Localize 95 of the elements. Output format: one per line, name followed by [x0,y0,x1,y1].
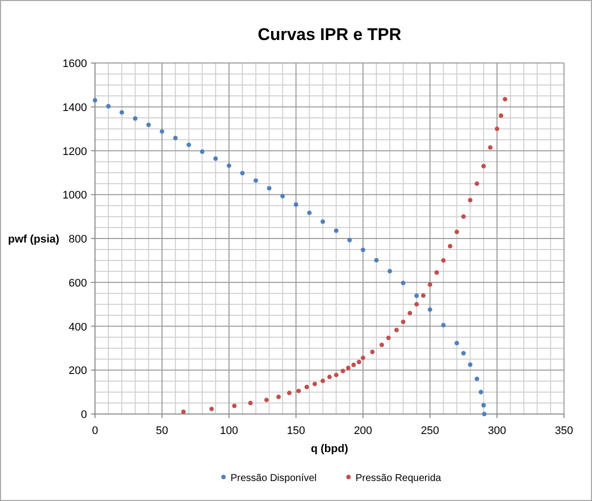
point [347,238,352,242]
point [386,336,391,340]
point [120,110,124,115]
x-axis-title: q (bpd) [310,443,348,455]
point [200,149,204,154]
x-tick-label: 0 [92,425,98,437]
y-tick-label: 1400 [62,102,87,114]
y-tick-label: 1600 [62,58,87,70]
point [498,113,504,118]
point [394,328,399,332]
point [276,394,281,400]
x-tick-label: 350 [554,425,574,437]
point [307,210,312,216]
point [264,398,269,402]
point [340,368,346,374]
point [173,136,178,140]
point [186,142,192,148]
point [468,362,472,367]
point [312,382,318,386]
point [356,360,362,364]
point [421,293,426,298]
x-tick-label: 250 [420,425,440,437]
legend-label: Pressão Disponível [230,473,317,484]
point [388,268,392,274]
point [478,390,484,394]
y-tick-label: 1000 [62,190,87,202]
point [428,282,432,287]
point [132,116,138,121]
point [461,350,466,356]
point [414,302,419,307]
point [468,198,472,202]
point [213,156,218,161]
point [280,194,285,198]
point [380,342,384,348]
y-tick-label: 800 [68,234,87,246]
point [488,145,493,150]
point [428,307,432,312]
point [92,98,98,103]
point [481,164,486,168]
point [374,258,379,262]
point [494,126,500,132]
point [400,280,406,286]
point [474,181,480,186]
point [454,230,460,234]
point [209,406,214,412]
x-tick-label: 300 [488,425,506,437]
x-tick-label: 150 [286,425,306,437]
point [327,374,332,380]
point [320,378,326,384]
point [434,270,439,275]
point [160,129,164,134]
point [334,372,338,378]
chart-title: Curvas IPR e TPR [258,25,402,44]
point [414,294,419,298]
point [254,178,258,183]
point [106,104,111,108]
point [226,163,232,168]
y-tick-label: 600 [68,277,87,290]
point [181,410,186,414]
point [441,258,446,263]
point [266,186,272,191]
point [240,170,245,176]
point [346,366,351,370]
point [232,404,237,408]
point [441,322,446,328]
point [454,340,460,346]
point [474,376,480,382]
legend-label: Pressão Requerida [356,473,442,484]
point [360,248,366,252]
point [334,228,338,233]
point [294,202,298,207]
x-tick-label: 200 [354,425,372,437]
point [248,400,253,406]
x-tick-label: 50 [156,425,168,437]
y-tick-label: 200 [68,365,87,378]
point [400,320,406,324]
point [370,350,375,354]
point [146,122,151,128]
point [502,96,508,102]
point [461,214,466,219]
y-tick-label: 400 [68,321,87,334]
point [351,362,356,368]
point [448,244,452,248]
point [287,390,292,396]
y-axis-title: pwf (psia) [8,234,60,246]
y-tick-label: 1200 [62,146,87,158]
point [481,402,486,408]
x-tick-label: 100 [220,425,238,437]
y-tick-label: 0 [80,409,87,421]
point [304,384,309,390]
point [360,356,366,360]
point [482,412,487,416]
point [320,219,326,224]
point [296,388,301,394]
point [408,310,412,316]
